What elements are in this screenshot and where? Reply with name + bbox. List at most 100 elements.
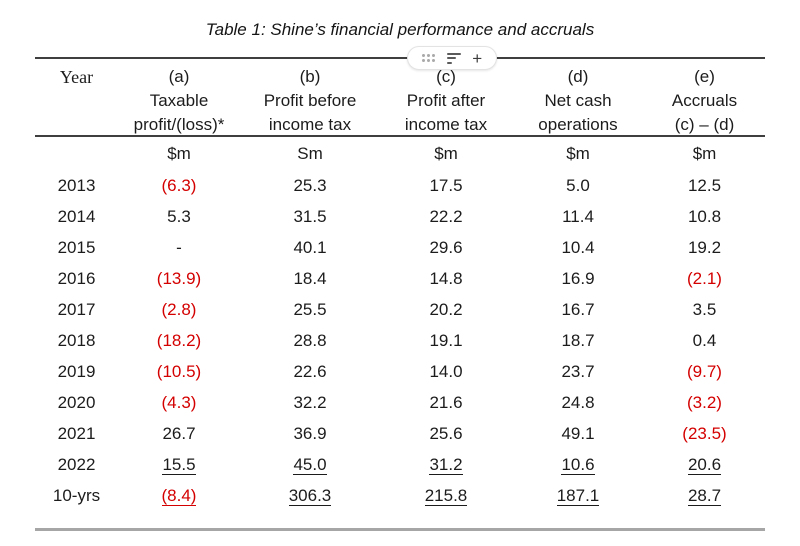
table-row: 10-yrs (8.4) 306.3 215.8 187.1 28.7: [35, 480, 765, 511]
cell-value: 31.2: [429, 455, 463, 475]
cell-value: 36.9: [293, 424, 327, 443]
table-top-rule: [35, 57, 765, 59]
table-body: 2013 (6.3) 25.3 17.5 5.0 12.5 2014 5.3 31.5 22.2 1…: [35, 170, 765, 511]
column-title-line: Profit after: [406, 91, 486, 110]
table-row: 2021 26.7 36.9 25.6 49.1 (23.5): [35, 418, 765, 449]
cell-units-spacer: [35, 137, 118, 170]
column-title-line: operations: [538, 115, 618, 134]
cell-value: 22.6: [293, 362, 327, 381]
column-letter: (c): [436, 67, 456, 86]
column-title-line: Taxable: [149, 91, 209, 110]
cell-value: 16.7: [561, 300, 595, 319]
column-title-line: Net cash: [544, 91, 612, 110]
cell-value: (18.2): [156, 331, 202, 350]
cell-unit: $m: [434, 144, 458, 163]
cell-value: -: [176, 238, 182, 257]
column-header-b: (b) Profit before income tax: [240, 65, 380, 137]
cell-value: (8.4): [161, 486, 197, 506]
cell-value: 15.5: [162, 455, 196, 475]
column-header-e: (e) Accruals (c) – (d): [644, 65, 765, 137]
cell-value: 10.4: [561, 238, 595, 257]
cell-value: 25.5: [293, 300, 327, 319]
cell-value: 10.8: [687, 207, 722, 226]
column-title-line: income tax: [268, 115, 352, 134]
cell-value: 25.6: [429, 424, 463, 443]
cell-value: 18.7: [561, 331, 595, 350]
cell-value: 215.8: [424, 486, 468, 506]
table-row: 2020 (4.3) 32.2 21.6 24.8 (3.2): [35, 387, 765, 418]
cell-value: 40.1: [293, 238, 327, 257]
cell-value: (2.1): [687, 269, 722, 288]
cell-year: 2014: [57, 207, 96, 226]
table-row: 2014 5.3 31.5 22.2 11.4 10.8: [35, 201, 765, 232]
cell-year: 2019: [57, 362, 96, 381]
cell-value: 18.4: [293, 269, 327, 288]
table-title: Table 1: Shine’s financial performance a…: [205, 20, 595, 39]
cell-unit: $m: [167, 144, 191, 163]
column-title-line: profit/(loss)*: [133, 115, 225, 134]
cell-value: 25.3: [293, 176, 327, 195]
table-header: Year (a) Taxable profit/(loss)* (b) Prof…: [35, 59, 765, 137]
cell-value: 19.2: [687, 238, 722, 257]
cell-unit: $m: [566, 144, 590, 163]
financial-table: Year (a) Taxable profit/(loss)* (b) Prof…: [35, 57, 765, 511]
cell-value: 5.3: [167, 207, 191, 226]
cell-year: 2013: [57, 176, 96, 195]
cell-year: 2021: [57, 424, 96, 443]
column-header-c: (c) Profit after income tax: [380, 65, 512, 137]
cell-year: 2018: [57, 331, 96, 350]
column-header-d: (d) Net cash operations: [512, 65, 644, 137]
column-letter: (d): [567, 67, 589, 86]
cell-year: 2022: [57, 455, 96, 474]
cell-year: 2015: [57, 238, 96, 257]
table-row: 2022 15.5 45.0 31.2 10.6 20.6: [35, 449, 765, 480]
cell-value: 0.4: [692, 331, 717, 350]
cell-year: 2016: [57, 269, 96, 288]
table-row: 2013 (6.3) 25.3 17.5 5.0 12.5: [35, 170, 765, 201]
column-title-line: Accruals: [671, 91, 738, 110]
year-column-header: Year: [59, 67, 94, 87]
cell-value: 28.7: [687, 486, 722, 506]
cell-value: 14.0: [429, 362, 463, 381]
table-bottom-rule: [35, 528, 765, 531]
column-letter: (b): [299, 67, 321, 86]
cell-year: 2020: [57, 393, 96, 412]
cell-value: 20.2: [429, 300, 463, 319]
cell-value: (13.9): [156, 269, 202, 288]
cell-year: 2017: [57, 300, 96, 319]
cell-value: 29.6: [429, 238, 463, 257]
table-row: 2019 (10.5) 22.6 14.0 23.7 (9.7): [35, 356, 765, 387]
cell-value: 32.2: [293, 393, 327, 412]
column-header-a: (a) Taxable profit/(loss)*: [118, 65, 240, 137]
cell-value: (4.3): [161, 393, 197, 412]
cell-year: 10-yrs: [52, 486, 101, 505]
column-title-line: (c) – (d): [674, 115, 735, 134]
cell-value: 20.6: [687, 455, 722, 475]
column-letter: (a): [168, 67, 190, 86]
table-row: 2015 - 40.1 29.6 10.4 19.2: [35, 232, 765, 263]
table-row: 2017 (2.8) 25.5 20.2 16.7 3.5: [35, 294, 765, 325]
drag-handle-icon[interactable]: [421, 54, 435, 62]
table-row: 2016 (13.9) 18.4 14.8 16.9 (2.1): [35, 263, 765, 294]
table-row: 2018 (18.2) 28.8 19.1 18.7 0.4: [35, 325, 765, 356]
cell-value: (3.2): [687, 393, 722, 412]
sort-lines-icon[interactable]: [446, 52, 461, 64]
cell-value: (2.8): [161, 300, 197, 319]
column-title-line: income tax: [404, 115, 488, 134]
cell-value: (23.5): [682, 424, 727, 443]
cell-value: 5.0: [566, 176, 590, 195]
cell-value: 21.6: [429, 393, 463, 412]
cell-value: 187.1: [556, 486, 600, 506]
plus-icon[interactable]: +: [472, 48, 483, 68]
cell-value: 3.5: [692, 300, 717, 319]
cell-value: 19.1: [429, 331, 463, 350]
cell-unit: Sm: [297, 144, 323, 163]
cell-value: 24.8: [561, 393, 595, 412]
cell-value: 22.2: [429, 207, 463, 226]
cell-value: 28.8: [293, 331, 327, 350]
cell-value: 49.1: [561, 424, 595, 443]
cell-value: 16.9: [561, 269, 595, 288]
cell-value: 45.0: [293, 455, 327, 475]
cell-value: 11.4: [562, 207, 594, 226]
